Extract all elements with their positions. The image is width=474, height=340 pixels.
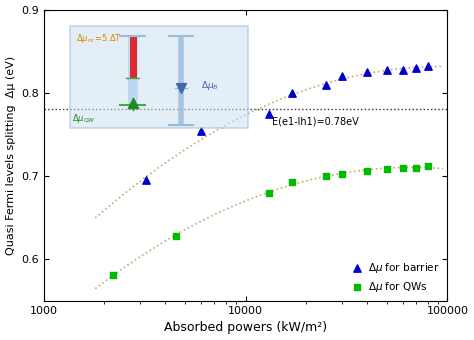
- $\Delta\mu$ for barrier: [288, 90, 296, 96]
- $\Delta\mu$ for QWs: [364, 168, 371, 174]
- $\Delta\mu$ for barrier: [364, 69, 371, 75]
- $\Delta\mu$ for QWs: [412, 165, 420, 170]
- $\Delta\mu$ for QWs: [288, 179, 296, 185]
- $\Delta\mu$ for QWs: [265, 190, 273, 196]
- $\Delta\mu$ for QWs: [424, 164, 432, 169]
- Y-axis label: Quasi Fermi levels splitting  Δμ (eV): Quasi Fermi levels splitting Δμ (eV): [6, 56, 16, 255]
- $\Delta\mu$ for barrier: [197, 129, 205, 134]
- X-axis label: Absorbed powers (kW/m²): Absorbed powers (kW/m²): [164, 321, 327, 335]
- $\Delta\mu$ for barrier: [142, 177, 149, 183]
- $\Delta\mu$ for QWs: [172, 233, 179, 239]
- $\Delta\mu$ for QWs: [322, 173, 330, 179]
- $\Delta\mu$ for barrier: [322, 82, 330, 87]
- $\Delta\mu$ for QWs: [109, 272, 117, 278]
- $\Delta\mu$ for barrier: [399, 67, 406, 72]
- Legend: $\Delta\mu$ for barrier, $\Delta\mu$ for QWs: $\Delta\mu$ for barrier, $\Delta\mu$ for…: [346, 256, 444, 298]
- $\Delta\mu$ for QWs: [399, 165, 406, 170]
- $\Delta\mu$ for barrier: [412, 65, 420, 71]
- $\Delta\mu$ for QWs: [338, 171, 346, 176]
- Text: E(e1-lh1)=0.78eV: E(e1-lh1)=0.78eV: [272, 116, 359, 126]
- $\Delta\mu$ for barrier: [424, 64, 432, 69]
- $\Delta\mu$ for barrier: [383, 68, 391, 73]
- $\Delta\mu$ for barrier: [338, 73, 346, 79]
- $\Delta\mu$ for QWs: [383, 167, 391, 172]
- $\Delta\mu$ for barrier: [265, 111, 273, 116]
